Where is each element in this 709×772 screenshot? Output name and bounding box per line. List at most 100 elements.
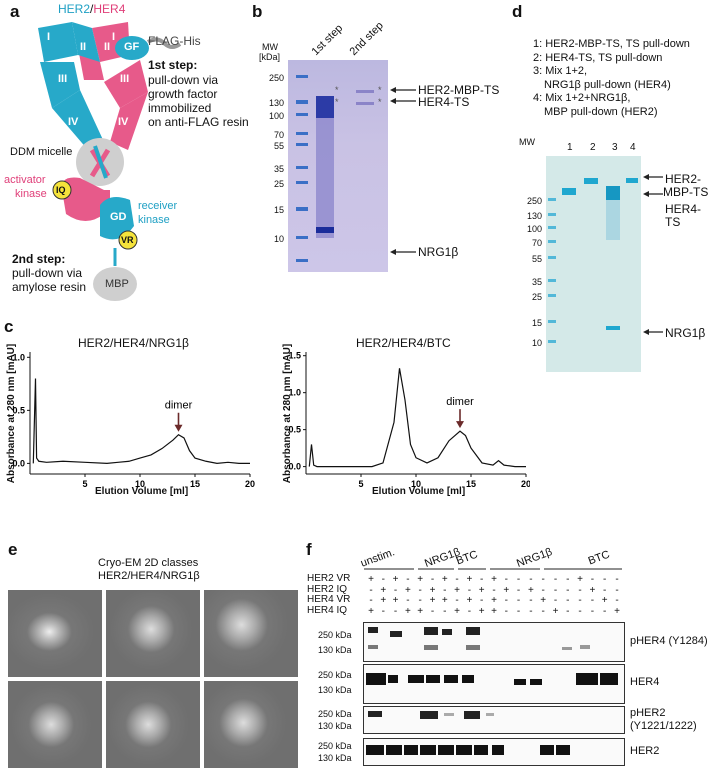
row-her4-iq: HER4 IQ bbox=[307, 604, 348, 616]
ddm-label: DDM micelle bbox=[10, 146, 73, 158]
step1-title: 1st step: bbox=[148, 58, 198, 72]
blot-label-her4: HER4 bbox=[630, 676, 660, 688]
marker-70: 70 bbox=[273, 130, 284, 140]
treatment-sign: - bbox=[603, 584, 607, 596]
star-3: * bbox=[378, 85, 382, 95]
her2-domain-II bbox=[72, 22, 100, 62]
lane2-band bbox=[584, 178, 598, 184]
treatment-sign: - bbox=[418, 584, 422, 596]
legend-line: 1: HER2-MBP-TS, TS pull-down bbox=[533, 38, 690, 50]
x-tick-label: 15 bbox=[466, 479, 476, 489]
lane3-smear bbox=[606, 200, 620, 240]
mbp-ellipse bbox=[93, 267, 137, 301]
label-d-her4: HER4- bbox=[665, 202, 702, 216]
treatment-sign: - bbox=[541, 574, 545, 585]
treatment-sign: + bbox=[441, 574, 448, 585]
treatment-sign: + bbox=[429, 584, 436, 596]
row-her2-vr: HER2 VR bbox=[307, 573, 351, 584]
her2-her4-schematic bbox=[38, 22, 182, 301]
treatment-sign: - bbox=[615, 595, 619, 606]
chart-right-title: HER2/HER4/BTC bbox=[356, 336, 451, 350]
marker-35: 35 bbox=[273, 164, 284, 174]
dimer-label: dimer bbox=[446, 396, 474, 408]
treatment-sign: + bbox=[577, 574, 584, 585]
blot-label-her2: HER2 bbox=[630, 745, 660, 757]
treatment-sign: + bbox=[404, 605, 411, 617]
her4-domain-IV bbox=[110, 92, 148, 150]
legend-line: 2: HER4-TS, TS pull-down bbox=[533, 51, 663, 64]
treatment-sign: + bbox=[380, 584, 387, 596]
y-tick-label: 1.5 bbox=[288, 351, 301, 361]
marker-10-d: 10 bbox=[531, 338, 542, 348]
gel-d-arrows bbox=[643, 174, 663, 335]
x-tick-label: 10 bbox=[135, 479, 145, 489]
treatment-sign: - bbox=[578, 595, 582, 606]
treatment-sign: - bbox=[566, 595, 570, 606]
y-tick-label: 0.0 bbox=[12, 458, 25, 468]
treatment-sign: - bbox=[455, 574, 459, 585]
y-tick-label: 1.0 bbox=[12, 352, 25, 362]
label-her2-mbp-ts: HER2-MBP-TS bbox=[418, 83, 500, 97]
chromatogram-trace bbox=[32, 378, 250, 464]
construct-labels: HER2 VR HER2 IQ HER4 VR HER4 IQ bbox=[307, 573, 351, 616]
coomassie-gel-d bbox=[546, 156, 641, 372]
step1-line: immobilized bbox=[148, 101, 212, 115]
label-d-ts: TS bbox=[665, 215, 681, 229]
blot-pher2 bbox=[363, 706, 625, 734]
kda-130-c: 130 kDa bbox=[318, 721, 352, 731]
domain-label-IV-her4: IV bbox=[118, 116, 129, 128]
treatment-sign: - bbox=[480, 595, 484, 606]
treatment-sign: + bbox=[454, 584, 461, 596]
marker-25-d: 25 bbox=[531, 292, 542, 302]
marker-25: 25 bbox=[273, 179, 284, 189]
lane-label-2nd: 2nd step bbox=[347, 19, 386, 58]
gel-bands bbox=[296, 75, 374, 262]
kda-250-c: 250 kDa bbox=[318, 709, 352, 719]
treatment-sign: - bbox=[590, 574, 595, 585]
treatment-sign: + bbox=[614, 605, 620, 617]
treatment-sign: + bbox=[417, 574, 424, 585]
kda-130-b: 130 kDa bbox=[318, 685, 352, 695]
iq-circle bbox=[52, 180, 72, 200]
marker-55: 55 bbox=[273, 141, 284, 151]
tm-helix-her2 bbox=[93, 145, 108, 179]
treatment-sign: - bbox=[516, 584, 521, 596]
treatment-sign: + bbox=[503, 584, 510, 596]
legend-line: 3: Mix 1+2, bbox=[533, 65, 588, 77]
gf-ellipse bbox=[115, 36, 149, 60]
vr-label: VR bbox=[121, 235, 134, 245]
lane-3: 3 bbox=[612, 142, 618, 153]
x-tick-label: 5 bbox=[358, 479, 363, 489]
class-avg-1 bbox=[8, 590, 102, 677]
flag-his-tag bbox=[146, 37, 182, 49]
vr-circle bbox=[118, 230, 138, 250]
marker-250: 250 bbox=[268, 73, 284, 83]
step1-text: pull-down via growth factor immobilized … bbox=[148, 73, 249, 129]
blot-her4 bbox=[363, 664, 625, 704]
treatment-sign: - bbox=[529, 574, 533, 585]
treatment-sign: - bbox=[553, 574, 558, 585]
step1-line: pull-down via bbox=[148, 73, 219, 87]
blot-pher2-bands bbox=[368, 711, 494, 719]
blot-pher4 bbox=[363, 622, 625, 662]
sec-chromatograms: 1.0 0.5 0.0 5 10 15 20 dimer 1.5 1.0 0.5 0.0 5 10 15 20… bbox=[12, 351, 530, 489]
panel-label-e: e bbox=[8, 540, 18, 559]
treatment-sign: + bbox=[429, 595, 436, 606]
treatment-sign: - bbox=[578, 584, 582, 596]
panel-label-f: f bbox=[306, 540, 312, 559]
marker-70-d: 70 bbox=[531, 238, 542, 248]
marker-130-d: 130 bbox=[526, 211, 542, 221]
blot-her2-bands bbox=[366, 745, 570, 755]
chart-left-xlabel: Elution Volume [ml] bbox=[95, 486, 189, 497]
y-tick-label: 0.5 bbox=[12, 405, 25, 415]
treatment-sign: - bbox=[590, 595, 595, 606]
treatment-sign: + bbox=[392, 595, 399, 606]
domain-label-II-her4: II bbox=[104, 41, 111, 53]
blot-her2 bbox=[363, 738, 625, 766]
treatment-sign: - bbox=[504, 595, 508, 606]
panel-a-title: HER2/HER4 bbox=[58, 2, 125, 16]
receiver-kinase-label: kinase bbox=[138, 214, 170, 226]
treatment-sign: - bbox=[541, 605, 545, 617]
activator-kinase-label: kinase bbox=[15, 188, 47, 200]
gd-label: GD bbox=[110, 211, 127, 223]
